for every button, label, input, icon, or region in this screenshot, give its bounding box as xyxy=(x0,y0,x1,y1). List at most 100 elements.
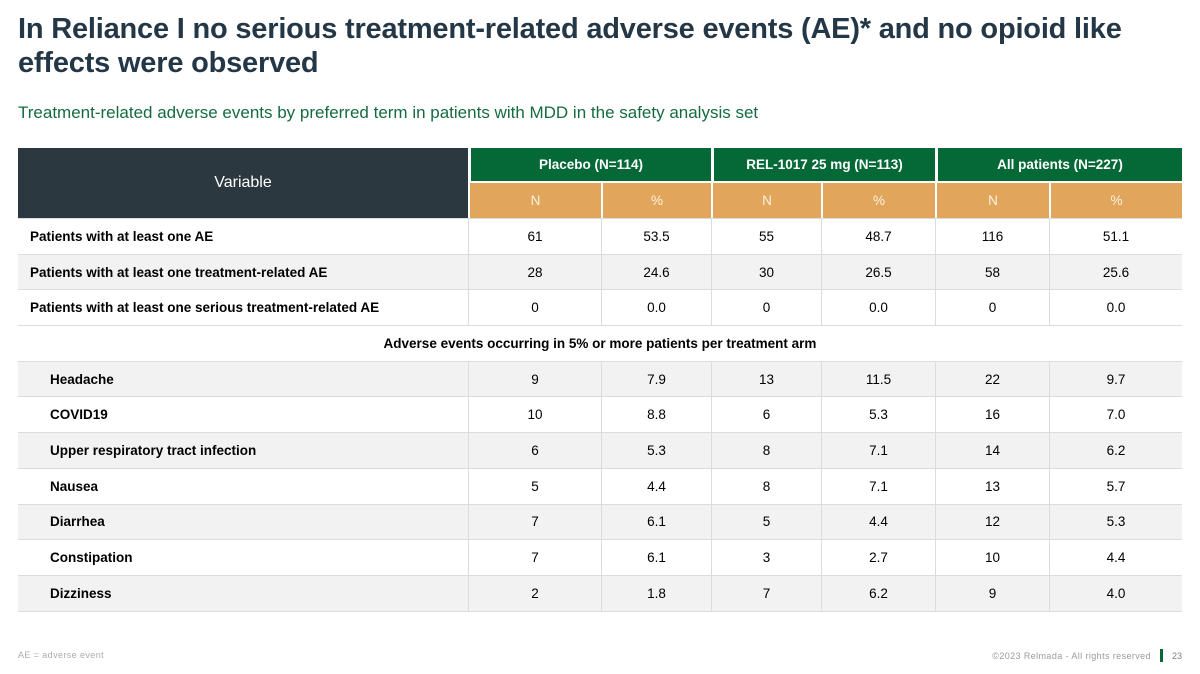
value-cell: 0.0 xyxy=(1049,290,1182,326)
value-cell: 8 xyxy=(711,468,821,504)
footnote: AE = adverse event xyxy=(18,650,104,660)
table-row: COVID19 10 8.8 6 5.3 16 7.0 xyxy=(18,397,1182,434)
slide-title: In Reliance I no serious treatment-relat… xyxy=(18,13,1122,80)
value-cell: 5.7 xyxy=(1049,468,1182,504)
value-cell: 12 xyxy=(935,504,1049,540)
value-cell: 5 xyxy=(711,504,821,540)
table-row: Constipation 7 6.1 3 2.7 10 4.4 xyxy=(18,540,1182,576)
value-cell: 5.3 xyxy=(601,433,711,468)
table-row: Diarrhea 7 6.1 5 4.4 12 5.3 xyxy=(18,504,1182,541)
value-cell: 26.5 xyxy=(821,254,935,290)
table-body: Patients with at least one AE 61 53.5 55 48.… xyxy=(18,218,1182,612)
value-cell: 24.6 xyxy=(601,254,711,290)
value-cell: 2.7 xyxy=(821,540,935,575)
value-cell: 0.0 xyxy=(601,290,711,326)
value-cell: 30 xyxy=(711,254,821,290)
value-cell: 1.8 xyxy=(601,575,711,611)
value-cell: 61 xyxy=(468,219,601,254)
value-cell: 7.9 xyxy=(601,361,711,397)
value-cell: 53.5 xyxy=(601,219,711,254)
table-row: Headache 9 7.9 13 11.5 22 9.7 xyxy=(18,361,1182,398)
value-cell: 55 xyxy=(711,219,821,254)
value-cell: 9 xyxy=(935,575,1049,611)
value-cell: 7 xyxy=(468,540,601,575)
value-cell: 6.2 xyxy=(821,575,935,611)
footer-right: ©2023 Relmada - All rights reserved 23 xyxy=(992,649,1182,662)
value-cell: 11.5 xyxy=(821,361,935,397)
value-cell: 4.4 xyxy=(821,504,935,540)
row-label: Nausea xyxy=(50,478,99,494)
value-cell: 6.1 xyxy=(601,504,711,540)
value-cell: 58 xyxy=(935,254,1049,290)
value-cell: 13 xyxy=(935,468,1049,504)
value-cell: 25.6 xyxy=(1049,254,1182,290)
value-cell: 4.0 xyxy=(1049,575,1182,611)
value-cell: 3 xyxy=(711,540,821,575)
table-row: Dizziness 2 1.8 7 6.2 9 4.0 xyxy=(18,575,1182,612)
value-cell: 8 xyxy=(711,433,821,468)
footer-divider xyxy=(1159,649,1163,662)
row-label: Headache xyxy=(50,371,114,387)
value-cell: 5.3 xyxy=(821,397,935,433)
table-row: Upper respiratory tract infection 6 5.3 8 7.… xyxy=(18,433,1182,469)
row-label: Patients with at least one serious treat… xyxy=(30,300,380,316)
subheader-cell: N xyxy=(468,183,601,218)
value-cell: 10 xyxy=(468,397,601,433)
subheader-cell: N xyxy=(935,183,1049,218)
value-cell: 16 xyxy=(935,397,1049,433)
row-label: Patients with at least one treatment-rel… xyxy=(30,264,328,280)
value-cell: 2 xyxy=(468,575,601,611)
value-cell: 0 xyxy=(468,290,601,326)
column-group-header: Placebo (N=114) xyxy=(468,148,711,183)
value-cell: 48.7 xyxy=(821,219,935,254)
row-label: Diarrhea xyxy=(50,514,105,530)
value-cell: 7.0 xyxy=(1049,397,1182,433)
subheader-cell: N xyxy=(711,183,821,218)
subheader-cell: % xyxy=(821,183,935,218)
value-cell: 4.4 xyxy=(1049,540,1182,575)
subheader-cell: % xyxy=(601,183,711,218)
section-header-row: Adverse events occurring in 5% or more p… xyxy=(18,326,1182,362)
page-number: 23 xyxy=(1171,650,1182,661)
value-cell: 9 xyxy=(468,361,601,397)
table-header: Variable Placebo (N=114) REL-1017 25 mg (… xyxy=(18,148,1182,218)
table-row: Patients with at least one treatment-rel… xyxy=(18,254,1182,291)
section-header-label: Adverse events occurring in 5% or more p… xyxy=(383,335,817,351)
value-cell: 51.1 xyxy=(1049,219,1182,254)
value-cell: 7 xyxy=(468,504,601,540)
value-cell: 0 xyxy=(935,290,1049,326)
value-cell: 13 xyxy=(711,361,821,397)
slide-subtitle: Treatment-related adverse events by pref… xyxy=(18,103,759,122)
row-label: Constipation xyxy=(50,550,133,566)
adverse-events-table: Variable Placebo (N=114) REL-1017 25 mg (… xyxy=(18,148,1182,612)
value-cell: 8.8 xyxy=(601,397,711,433)
value-cell: 6 xyxy=(711,397,821,433)
value-cell: 7.1 xyxy=(821,433,935,468)
value-cell: 7 xyxy=(711,575,821,611)
value-cell: 9.7 xyxy=(1049,361,1182,397)
row-label: Dizziness xyxy=(50,585,112,601)
value-cell: 5 xyxy=(468,468,601,504)
value-cell: 6.1 xyxy=(601,540,711,575)
table-row: Patients with at least one AE 61 53.5 55 48.… xyxy=(18,219,1182,255)
value-cell: 5.3 xyxy=(1049,504,1182,540)
copyright-text: ©2023 Relmada - All rights reserved xyxy=(992,650,1151,661)
table-row: Patients with at least one serious treat… xyxy=(18,290,1182,327)
row-label: Patients with at least one AE xyxy=(30,228,214,244)
value-cell: 7.1 xyxy=(821,468,935,504)
value-cell: 0.0 xyxy=(821,290,935,326)
row-label: COVID19 xyxy=(50,407,108,423)
value-cell: 0 xyxy=(711,290,821,326)
value-cell: 10 xyxy=(935,540,1049,575)
subheader-cell: % xyxy=(1049,183,1182,218)
value-cell: 6 xyxy=(468,433,601,468)
value-cell: 6.2 xyxy=(1049,433,1182,468)
value-cell: 4.4 xyxy=(601,468,711,504)
value-cell: 14 xyxy=(935,433,1049,468)
row-label: Upper respiratory tract infection xyxy=(50,442,257,458)
column-group-header: REL-1017 25 mg (N=113) xyxy=(711,148,935,183)
value-cell: 28 xyxy=(468,254,601,290)
table-row: Nausea 5 4.4 8 7.1 13 5.7 xyxy=(18,468,1182,505)
column-group-header: All patients (N=227) xyxy=(935,148,1182,183)
